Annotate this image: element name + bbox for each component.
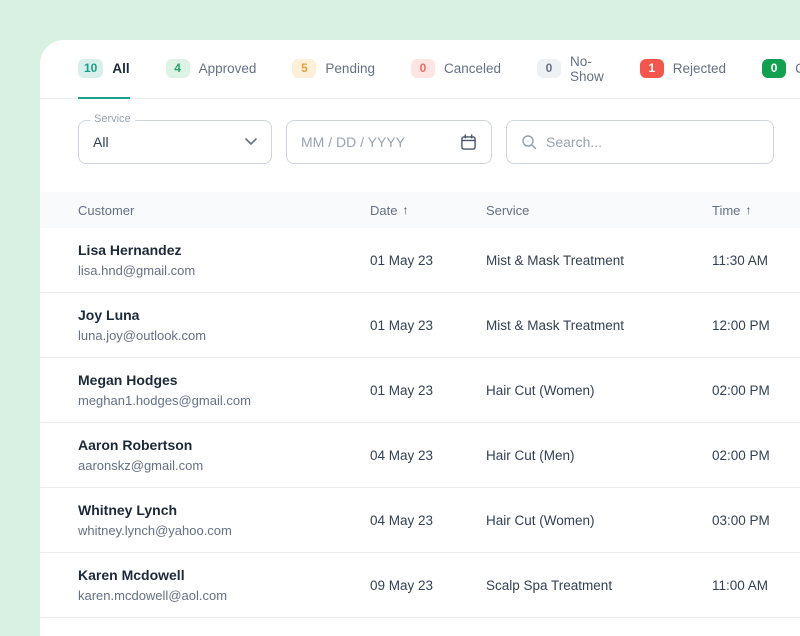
tab-rejected-label: Rejected bbox=[672, 61, 727, 76]
status-tabs: 10 All 4 Approved 5 Pending 0 Canceled 0… bbox=[40, 40, 800, 99]
tab-completed-count-badge: 0 bbox=[762, 58, 787, 79]
table-header: Customer Date ↑ Service Time ↑ bbox=[40, 192, 800, 228]
service-header-label: Service bbox=[486, 202, 530, 218]
tab-all-label: All bbox=[112, 61, 130, 76]
sort-asc-icon: ↑ bbox=[402, 203, 409, 217]
customer-email: aaronskz@gmail.com bbox=[78, 458, 204, 473]
search-field bbox=[506, 120, 774, 164]
service-cell: Hair Cut (Men) bbox=[486, 447, 575, 463]
customer-name: Aaron Robertson bbox=[78, 437, 193, 453]
customer-email: meghan1.hodges@gmail.com bbox=[78, 393, 251, 408]
search-icon bbox=[521, 134, 537, 150]
filter-bar: Service All bbox=[40, 99, 800, 192]
time-cell: 02:00 PM bbox=[712, 382, 770, 398]
customer-email: whitney.lynch@yahoo.com bbox=[78, 523, 232, 538]
table-row[interactable]: Lisa Hernandez lisa.hnd@gmail.com 01 May… bbox=[40, 228, 800, 293]
tab-all[interactable]: 10 All bbox=[78, 40, 130, 99]
calendar-icon[interactable] bbox=[460, 133, 477, 151]
customer-name: Whitney Lynch bbox=[78, 502, 178, 518]
customer-cell: Joy Luna luna.joy@outlook.com bbox=[78, 307, 370, 343]
tab-canceled[interactable]: 0 Canceled bbox=[410, 40, 502, 99]
table-row[interactable]: Whitney Lynch whitney.lynch@yahoo.com 04… bbox=[40, 488, 800, 553]
date-input[interactable] bbox=[301, 134, 452, 150]
tab-pending-count-badge: 5 bbox=[292, 58, 317, 79]
customer-cell: Lisa Hernandez lisa.hnd@gmail.com bbox=[78, 242, 370, 278]
date-cell: 04 May 23 bbox=[370, 512, 434, 528]
date-input-field bbox=[286, 120, 492, 164]
table-row[interactable]: Aaron Robertson aaronskz@gmail.com 04 Ma… bbox=[40, 423, 800, 488]
table-row[interactable]: Joy Luna luna.joy@outlook.com 01 May 23 … bbox=[40, 293, 800, 358]
service-select-value: All bbox=[93, 134, 109, 150]
tab-rejected-count-badge: 1 bbox=[639, 58, 664, 79]
sort-asc-icon: ↑ bbox=[745, 203, 752, 217]
service-cell: Hair Cut (Women) bbox=[486, 382, 595, 398]
appointments-card: 10 All 4 Approved 5 Pending 0 Canceled 0… bbox=[40, 40, 800, 636]
time-cell: 11:00 AM bbox=[712, 577, 769, 593]
time-header-label: Time bbox=[712, 202, 741, 218]
tab-approved[interactable]: 4 Approved bbox=[165, 40, 257, 99]
date-cell: 01 May 23 bbox=[370, 382, 434, 398]
service-select[interactable]: Service All bbox=[78, 113, 272, 164]
service-cell: Hair Cut (Women) bbox=[486, 512, 595, 528]
customer-name: Megan Hodges bbox=[78, 372, 178, 388]
customer-name: Joy Luna bbox=[78, 307, 140, 323]
column-header-time[interactable]: Time ↑ bbox=[712, 203, 792, 218]
time-cell: 12:00 PM bbox=[712, 317, 770, 333]
date-cell: 04 May 23 bbox=[370, 447, 434, 463]
service-select-label: Service bbox=[90, 113, 135, 125]
customer-cell: Megan Hodges meghan1.hodges@gmail.com bbox=[78, 372, 370, 408]
tab-approved-count-badge: 4 bbox=[165, 58, 190, 79]
table-row[interactable]: Karen Mcdowell karen.mcdowell@aol.com 09… bbox=[40, 553, 800, 618]
date-header-label: Date bbox=[370, 202, 398, 218]
customer-name: Lisa Hernandez bbox=[78, 242, 182, 258]
column-header-customer[interactable]: Customer bbox=[78, 203, 370, 218]
tab-rejected[interactable]: 1 Rejected bbox=[639, 40, 727, 99]
customer-cell: Whitney Lynch whitney.lynch@yahoo.com bbox=[78, 502, 370, 538]
service-cell: Mist & Mask Treatment bbox=[486, 317, 625, 333]
date-cell: 01 May 23 bbox=[370, 317, 434, 333]
customer-cell: Aaron Robertson aaronskz@gmail.com bbox=[78, 437, 370, 473]
table-row[interactable]: Megan Hodges meghan1.hodges@gmail.com 01… bbox=[40, 358, 800, 423]
tab-completed-label: Completed bbox=[795, 61, 800, 76]
customer-cell: Karen Mcdowell karen.mcdowell@aol.com bbox=[78, 567, 370, 603]
service-cell: Scalp Spa Treatment bbox=[486, 577, 613, 593]
tab-all-count-badge: 10 bbox=[78, 58, 104, 79]
date-cell: 09 May 23 bbox=[370, 577, 434, 593]
column-header-date[interactable]: Date ↑ bbox=[370, 203, 486, 218]
search-input[interactable] bbox=[546, 134, 759, 150]
customer-email: luna.joy@outlook.com bbox=[78, 328, 207, 343]
customer-email: lisa.hnd@gmail.com bbox=[78, 263, 196, 278]
tab-completed[interactable]: 0 Completed bbox=[762, 40, 800, 99]
tab-canceled-label: Canceled bbox=[443, 61, 502, 76]
time-cell: 03:00 PM bbox=[712, 512, 770, 528]
tab-canceled-count-badge: 0 bbox=[410, 58, 435, 79]
tab-approved-label: Approved bbox=[198, 61, 257, 76]
customer-header-label: Customer bbox=[78, 202, 135, 218]
column-header-service[interactable]: Service bbox=[486, 203, 712, 218]
date-cell: 01 May 23 bbox=[370, 252, 434, 268]
time-cell: 11:30 AM bbox=[712, 252, 769, 268]
tab-no-show-label: No-Show bbox=[570, 53, 604, 84]
tab-pending-label: Pending bbox=[325, 61, 375, 76]
customer-email: karen.mcdowell@aol.com bbox=[78, 588, 228, 603]
customer-name: Karen Mcdowell bbox=[78, 567, 185, 583]
tab-no-show[interactable]: 0 No-Show bbox=[537, 40, 604, 99]
service-cell: Mist & Mask Treatment bbox=[486, 252, 625, 268]
chevron-down-icon bbox=[245, 138, 257, 146]
tab-no-show-count-badge: 0 bbox=[537, 58, 562, 79]
time-cell: 02:00 PM bbox=[712, 447, 770, 463]
tab-pending[interactable]: 5 Pending bbox=[292, 40, 375, 99]
